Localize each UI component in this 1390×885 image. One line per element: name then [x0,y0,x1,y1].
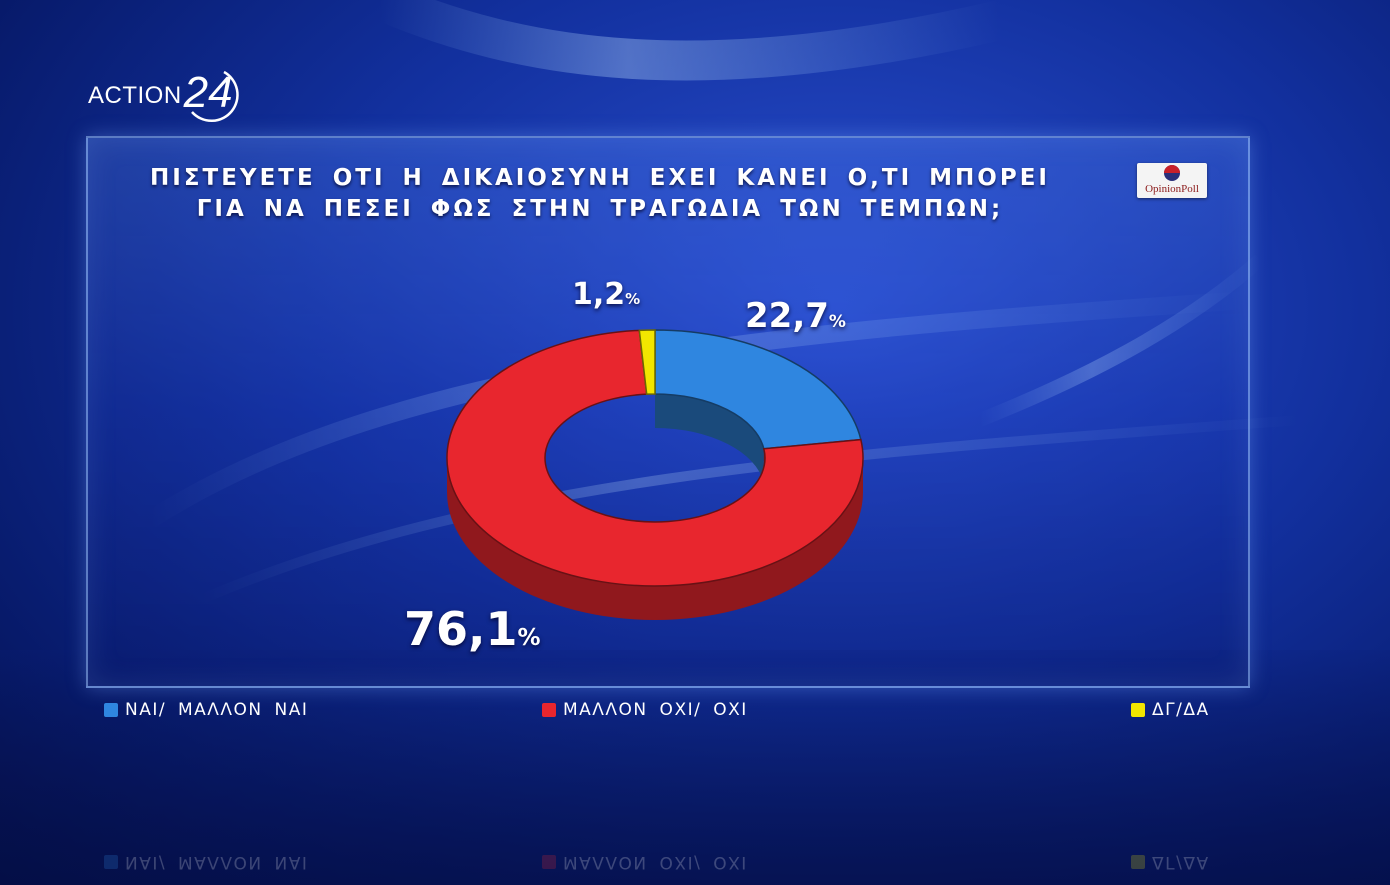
legend-reflection-label-dgda: ΔΓ/ΔΑ [1152,852,1210,872]
legend-reflection-label-oxi: ΜΑΛΛΟΝ ΟΧΙ/ ΟΧΙ [563,852,748,872]
opinion-poll-logo-icon [1164,165,1180,181]
legend-swatch-nai [104,703,118,717]
logo-text: ACTION [88,82,182,109]
legend-reflection-swatch-oxi [542,855,556,869]
data-label-dgda: 1,2% [572,277,640,312]
chart-legend: ΝΑΙ/ ΜΑΛΛΟΝ ΝΑΙ ΜΑΛΛΟΝ ΟΧΙ/ ΟΧΙ ΔΓ/ΔΑ [104,700,1219,722]
data-label-oxi: 76,1% [404,602,541,656]
donut-side-walls [447,458,863,620]
legend-reflection: ΝΑΙ/ ΜΑΛΛΟΝ ΝΑΙ ΜΑΛΛΟΝ ΟΧΙ/ ΟΧΙ ΔΓ/ΔΑ [104,850,1219,872]
donut-side-oxi [447,458,863,620]
legend-swatch-dgda [1131,703,1145,717]
channel-logo: ACTION 24 [88,66,248,126]
donut-slice-oxi [446,329,864,587]
donut-slice-dgda [638,329,656,395]
chart-title-line-1: ΠΙΣΤΕΥΕΤΕ ΟΤΙ Η ΔΙΚΑΙΟΣΥΝΗ ΕΧΕΙ ΚΑΝΕΙ Ο,… [150,165,1050,191]
data-label-dgda-unit: % [625,290,641,308]
logo-number-mark: 24 [184,66,248,126]
legend-reflection-swatch-nai [104,855,118,869]
chart-title-line-2: ΓΙΑ ΝΑ ΠΕΣΕΙ ΦΩΣ ΣΤΗΝ ΤΡΑΓΩΔΙΑ ΤΩΝ ΤΕΜΠΩ… [196,196,1004,222]
legend-item-dgda: ΔΓ/ΔΑ [1131,700,1210,720]
donut-top-faces [446,329,864,587]
legend-reflection-swatch-dgda [1131,855,1145,869]
logo-number: 24 [183,68,233,117]
legend-swatch-oxi [542,703,556,717]
donut-inner-nai [655,394,764,483]
data-label-nai-unit: % [828,312,846,332]
logo-ring-icon [190,70,239,123]
chart-title: ΠΙΣΤΕΥΕΤΕ ΟΤΙ Η ΔΙΚΑΙΟΣΥΝΗ ΕΧΕΙ ΚΑΝΕΙ Ο,… [100,163,1100,225]
legend-label-nai: ΝΑΙ/ ΜΑΛΛΟΝ ΝΑΙ [125,700,309,720]
legend-item-nai: ΝΑΙ/ ΜΑΛΛΟΝ ΝΑΙ [104,700,308,720]
floor-reflection-area [0,650,1390,885]
legend-reflection-item-dgda: ΔΓ/ΔΑ [1131,852,1210,872]
opinion-poll-text: OpinionPoll [1145,183,1199,195]
data-label-oxi-unit: % [517,625,541,651]
data-label-nai-value: 22,7 [745,296,829,336]
opinion-poll-badge: OpinionPoll [1137,163,1207,198]
data-label-nai: 22,7% [745,296,846,336]
legend-reflection-item-oxi: ΜΑΛΛΟΝ ΟΧΙ/ ΟΧΙ [542,852,748,872]
donut-slice-nai [654,329,862,450]
legend-reflection-item-nai: ΝΑΙ/ ΜΑΛΛΟΝ ΝΑΙ [104,852,308,872]
legend-label-dgda: ΔΓ/ΔΑ [1152,700,1210,720]
data-label-dgda-value: 1,2 [572,277,626,312]
data-label-oxi-value: 76,1 [404,602,518,656]
legend-item-oxi: ΜΑΛΛΟΝ ΟΧΙ/ ΟΧΙ [542,700,748,720]
legend-reflection-label-nai: ΝΑΙ/ ΜΑΛΛΟΝ ΝΑΙ [125,852,309,872]
legend-label-oxi: ΜΑΛΛΟΝ ΟΧΙ/ ΟΧΙ [563,700,748,720]
